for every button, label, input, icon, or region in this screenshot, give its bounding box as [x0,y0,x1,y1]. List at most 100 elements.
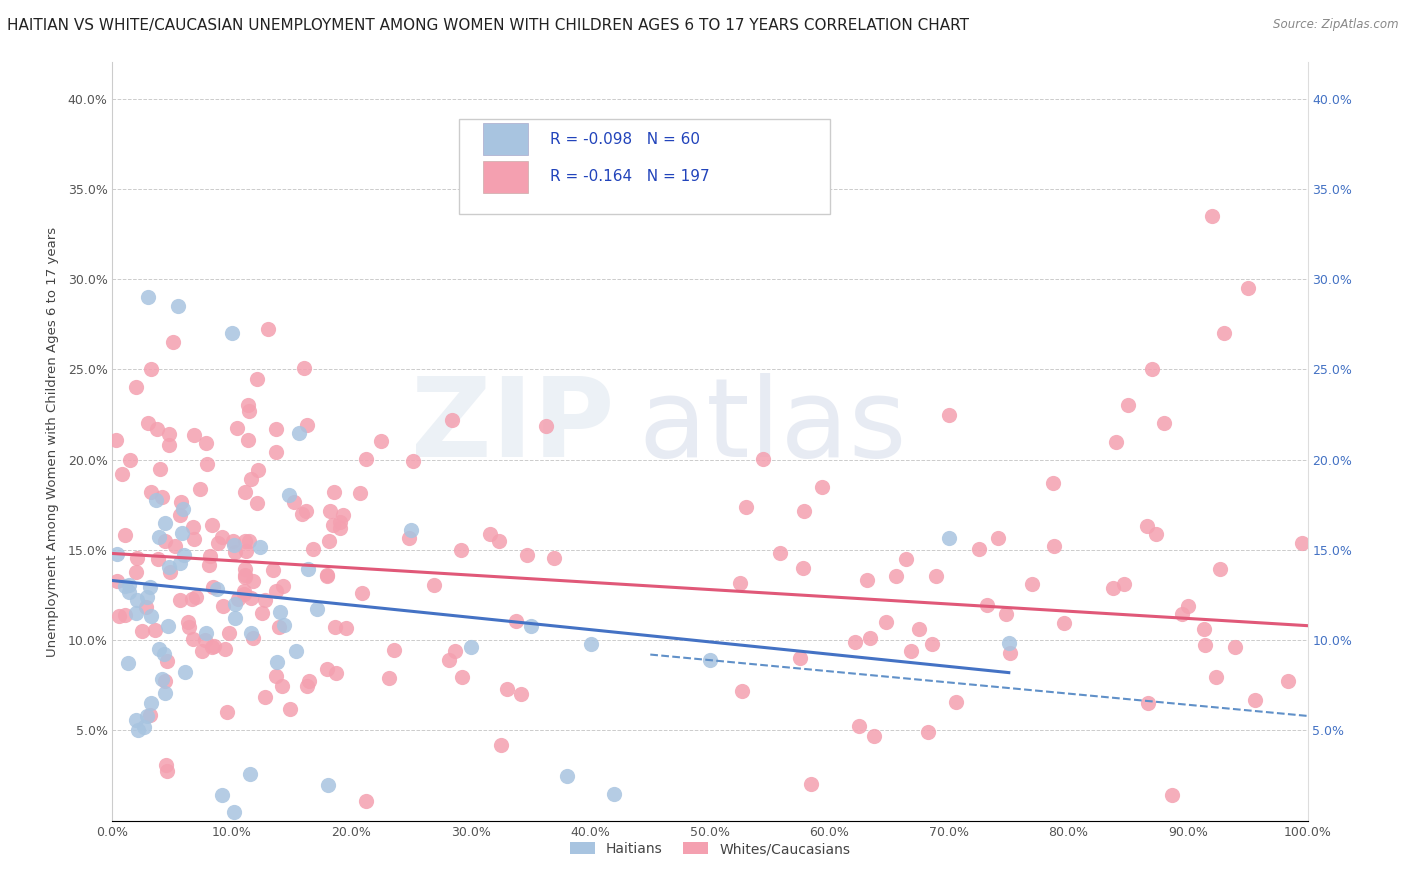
Point [789,651,811,665]
Point [315,662,337,676]
Point [153,647,176,661]
Point [382,643,405,657]
Point [218,625,240,640]
Point [516,548,538,562]
Point [152,490,174,504]
Point [1118,399,1140,413]
Point [1153,417,1175,431]
Text: atlas: atlas [638,373,907,480]
Point [307,601,329,615]
Point [108,609,131,624]
Point [149,461,172,475]
Point [252,606,274,620]
Point [139,580,162,594]
FancyBboxPatch shape [484,123,529,155]
Point [114,528,136,542]
Point [125,593,148,607]
Point [156,764,179,779]
Point [173,665,195,679]
Point [728,575,751,590]
Point [167,299,190,313]
Point [183,532,205,546]
Point [356,451,378,466]
Point [488,534,510,549]
Point [183,428,205,442]
Point [1223,640,1246,654]
Point [105,574,128,588]
Point [211,530,233,544]
Point [125,550,148,565]
Point [769,546,792,560]
Point [1142,362,1164,376]
Point [555,768,578,782]
Point [277,488,299,502]
Point [319,504,342,518]
Point [271,579,294,593]
Point [294,361,316,376]
Point [207,536,229,550]
Point [1136,519,1159,533]
Point [1021,577,1043,591]
Point [520,618,543,632]
Point [354,794,377,808]
Point [159,565,181,579]
Point [163,539,186,553]
Point [235,562,257,576]
Point [236,398,259,412]
Point [271,680,294,694]
Point [352,586,374,600]
Point [262,563,284,577]
Point [239,767,262,781]
Point [148,530,170,544]
Point [224,805,246,819]
Point [844,634,866,648]
Point [505,614,527,628]
Point [298,673,321,688]
Point [316,569,339,583]
Text: HAITIAN VS WHITE/CAUCASIAN UNEMPLOYMENT AMONG WOMEN WITH CHILDREN AGES 6 TO 17 Y: HAITIAN VS WHITE/CAUCASIAN UNEMPLOYMENT … [7,18,969,33]
Point [162,335,184,350]
Point [900,644,922,658]
Point [232,583,254,598]
Point [233,534,256,549]
Point [976,598,998,612]
Point [202,580,225,594]
Point [862,729,884,743]
Point [155,534,177,549]
Text: Source: ZipAtlas.com: Source: ZipAtlas.com [1274,18,1399,31]
Point [297,417,319,432]
Point [1237,281,1260,295]
Point [370,434,392,449]
Point [249,540,271,554]
Point [200,549,222,563]
Point [159,426,181,441]
Point [1042,475,1064,490]
Point [153,674,176,689]
Point [118,585,141,599]
Point [994,607,1017,621]
Point [224,597,246,611]
Point [378,671,401,685]
Point [264,668,287,682]
Point [730,684,752,698]
Point [240,625,263,640]
Point [945,695,967,709]
Point [138,290,160,304]
Point [181,591,204,606]
FancyBboxPatch shape [484,161,529,193]
Point [579,637,602,651]
Point [266,655,288,669]
Point [998,636,1021,650]
Point [145,493,167,508]
Point [224,610,246,624]
FancyBboxPatch shape [458,120,830,214]
Point [156,655,179,669]
Point [489,739,512,753]
Point [875,615,897,630]
Point [195,457,218,471]
Point [256,322,278,336]
Point [221,326,243,341]
Point [194,435,217,450]
Point [153,516,176,530]
Point [1105,434,1128,449]
